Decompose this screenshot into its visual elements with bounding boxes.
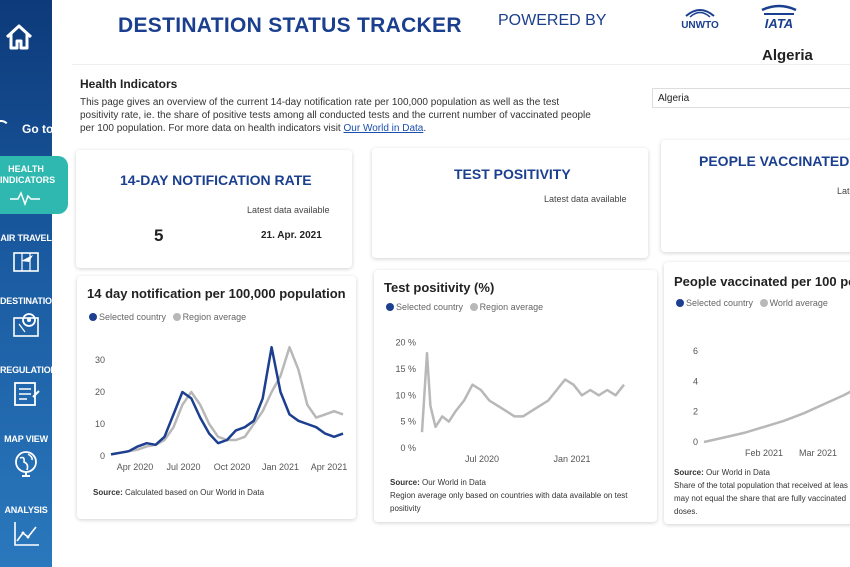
chart-legend: Selected country World average [676,298,828,308]
y-tick-label: 20 % [395,338,416,348]
page-title: DESTINATION STATUS TRACKER [118,14,462,37]
y-tick-label: 0 % [400,443,416,453]
health-indicators-panel: Health Indicators This page gives an ove… [72,64,850,140]
health-indicators-description: This page gives an overview of the curre… [80,97,591,134]
document-icon [14,382,40,406]
y-tick-label: 4 [693,376,698,386]
x-tick-label: Jul 2020 [465,454,499,464]
kpi-subtitle: Latest data available [247,205,330,215]
svg-text:UNWTO: UNWTO [681,20,719,31]
health-indicators-heading: Health Indicators [80,77,178,91]
our-world-in-data-link[interactable]: Our World in Data [343,123,424,134]
positivity-line-chart: 0 % 5 % 10 % 15 % 20 % Jul 2020 Jan 2021 [395,338,625,464]
legend-dot-selected [676,299,684,307]
kpi-value: 5 [154,226,164,245]
x-tick-label: Jan 2021 [553,454,590,464]
home-icon[interactable] [4,22,34,52]
line-chart-icon [14,522,39,546]
series-line-world-average [703,390,850,444]
sidebar-item-map-view[interactable]: MAP VIEW [0,434,52,480]
y-tick-label: 2 [693,407,698,417]
chart-title: 14 day notification per 100,000 populati… [87,286,346,301]
chart-source: Source: Calculated based on Our World in… [93,488,265,497]
vaccinated-line-chart: 0 2 4 6 Feb 2021 Mar 2021 [693,346,850,458]
y-tick-label: 10 % [395,390,416,400]
y-tick-label: 30 [95,355,105,365]
kpi-title: 14-DAY NOTIFICATION RATE [120,172,312,188]
kpi-date: 21. Apr. 2021 [261,230,322,241]
x-tick-label: Jan 2021 [262,462,299,472]
notification-chart-card: 14 day notification per 100,000 populati… [77,276,356,519]
y-tick-label: 15 % [395,364,416,374]
legend-dot-region [469,303,478,311]
x-tick-label: Apr 2021 [311,462,348,472]
test-positivity-card: TEST POSITIVITY Latest data available [372,148,648,258]
legend-dot-region [172,313,181,321]
kpi-title: PEOPLE VACCINATED P [699,153,850,169]
x-tick-label: Apr 2020 [117,462,154,472]
selected-country-title: Algeria [762,47,813,64]
kpi-subtitle: Late [837,186,850,196]
country-select[interactable]: Algeria [652,88,850,108]
people-vaccinated-card: PEOPLE VACCINATED P Late [661,140,850,252]
x-tick-label: Oct 2020 [214,462,251,472]
y-tick-label: 20 [95,387,105,397]
positivity-chart-card: Test positivity (%) Selected country Reg… [374,270,657,522]
y-tick-label: 0 [693,437,698,447]
chart-title: Test positivity (%) [384,280,495,295]
pulse-icon [10,191,40,206]
unwto-logo: UNWTO [678,4,722,36]
chart-legend: Selected country Region average [386,302,543,312]
powered-by-label: POWERED BY [498,12,607,29]
sidebar-item-analysis[interactable]: ANALYSIS [0,505,52,549]
notification-line-chart: 0 10 20 30 Apr 2020 Jul 2020 Oct 2020 Jan 2021 A… [95,345,348,472]
map-plane-icon [13,252,39,272]
chart-source: Source: Our World in Data Region average … [390,478,628,513]
sidebar: Go to HEALTH INDICATORS AIR TRAVEL DESTI… [0,0,68,567]
y-tick-label: 0 [100,451,105,461]
sidebar-item-destination[interactable]: DESTINATION [0,296,58,340]
legend-dot-world [759,299,768,307]
sidebar-item-air-travel[interactable]: AIR TRAVEL [0,233,52,275]
globe-icon [15,451,37,477]
arrow-arc-icon [0,120,10,138]
sidebar-item-label: HEALTH INDICATORS [0,164,56,185]
y-tick-label: 5 % [400,417,416,427]
chart-legend: Selected country Region average [89,312,246,322]
y-tick-label: 6 [693,346,698,356]
x-tick-label: Feb 2021 [745,448,783,458]
notification-rate-card: 14-DAY NOTIFICATION RATE Latest data ava… [76,150,352,268]
sidebar-item-regulations[interactable]: REGULATIONS [0,365,63,407]
kpi-subtitle: Latest data available [544,194,627,204]
svg-text:IATA: IATA [765,16,793,31]
series-line-region-average [420,351,625,433]
legend-dot-selected [89,313,97,321]
series-line-selected-country [110,345,344,456]
kpi-title: TEST POSITIVITY [454,166,571,182]
legend-dot-selected [386,303,394,311]
map-pin-icon [13,313,39,337]
vaccinated-chart-card: People vaccinated per 100 pop Selected c… [664,262,850,524]
chart-source: Source: Our World in Data Share of the to… [674,468,848,516]
y-tick-label: 10 [95,419,105,429]
x-tick-label: Mar 2021 [799,448,837,458]
sidebar-item-health-indicators[interactable]: HEALTH INDICATORS [0,156,68,214]
iata-logo: IATA [756,2,802,32]
chart-title: People vaccinated per 100 pop [674,274,850,289]
x-tick-label: Jul 2020 [166,462,200,472]
